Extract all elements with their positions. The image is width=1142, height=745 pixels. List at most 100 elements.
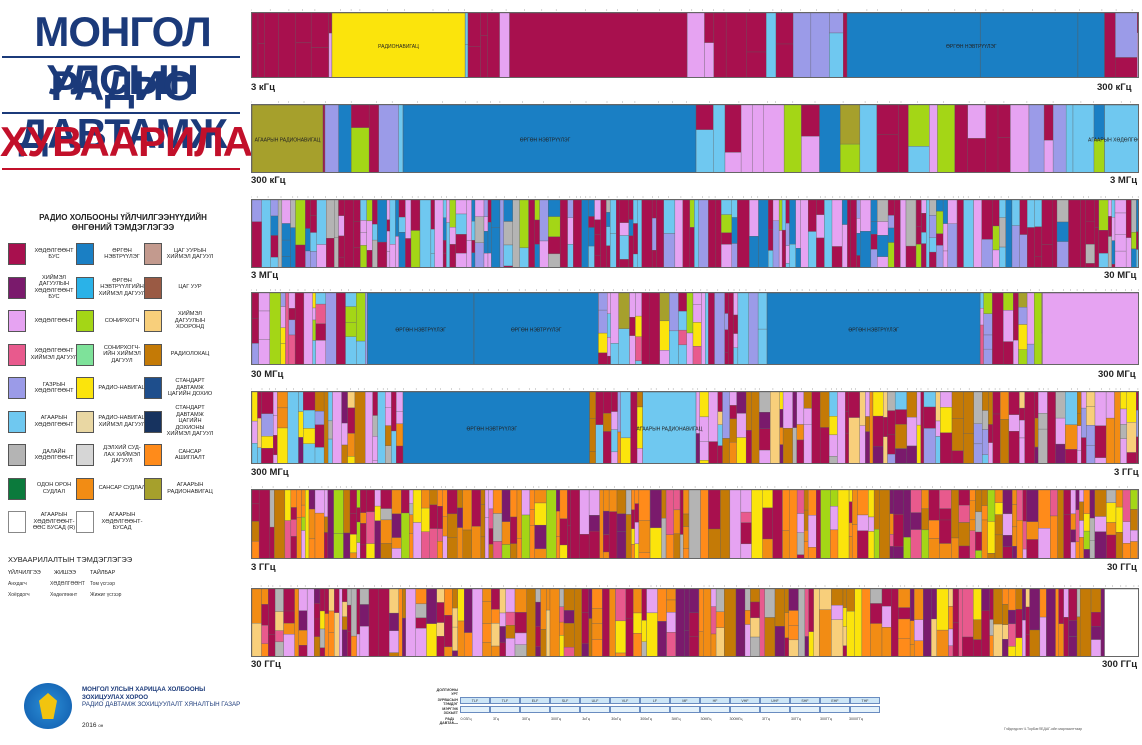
- allocation-block: [948, 606, 954, 630]
- allocation-block: [831, 589, 844, 606]
- allocation-block: [967, 138, 986, 172]
- allocation-block: [607, 355, 611, 364]
- allocation-block: [1086, 445, 1096, 463]
- allocation-block: [685, 13, 705, 77]
- allocation-block: [816, 490, 821, 558]
- allocation-block: [1034, 226, 1043, 257]
- allocation-block: [846, 611, 855, 656]
- legend-label: ӨРГӨН НЭВТРҮҮЛЭГ: [104, 247, 140, 261]
- allocation-block: [717, 424, 723, 446]
- allocation-block: [733, 314, 739, 334]
- allocation-block: [354, 392, 366, 463]
- allocation-block: [722, 438, 730, 463]
- allocation-block: [426, 623, 438, 656]
- band-group-cell: [730, 706, 760, 713]
- allocation-block: [969, 519, 976, 531]
- allocation-block: [782, 392, 793, 429]
- allocation-block: [1136, 392, 1138, 411]
- allocation-block: [646, 612, 658, 656]
- allocation-block: [1083, 490, 1091, 514]
- allocation-block: [342, 589, 348, 603]
- allocation-block: [881, 627, 892, 656]
- allocation-block: [395, 236, 400, 267]
- allocation-block: [356, 589, 361, 635]
- allocation-block: [750, 617, 760, 638]
- allocation-block: [503, 244, 513, 267]
- allocation-block: [599, 490, 604, 558]
- allocation-block: [491, 609, 500, 624]
- frequency-boundary-label: 3Гц: [484, 716, 508, 723]
- allocation-block: [1131, 232, 1137, 250]
- symbols-header-service: ҮЙЛЧИЛГЭЭ: [8, 570, 41, 576]
- allocation-block: [728, 293, 734, 364]
- allocation-block: [988, 424, 994, 443]
- allocation-block: [692, 304, 702, 323]
- allocation-block: [987, 553, 996, 558]
- allocation-block: [608, 511, 618, 558]
- allocation-block: [796, 392, 805, 425]
- allocation-block: [813, 589, 820, 656]
- allocation-block: [430, 200, 435, 230]
- allocation-block: [1018, 307, 1028, 325]
- allocation-block: [579, 534, 590, 558]
- allocation-block: [491, 623, 500, 647]
- symbols-row-primary-example: ХӨДӨЛГӨӨНТ: [50, 581, 85, 587]
- allocation-block: [845, 392, 849, 412]
- allocation-block: [1108, 236, 1112, 267]
- allocation-block: [1120, 438, 1127, 463]
- allocation-block: [1000, 419, 1010, 463]
- allocation-block: [1070, 541, 1076, 558]
- allocation-block: [1111, 240, 1116, 265]
- allocation-block: [992, 413, 1001, 463]
- allocation-block: [819, 392, 830, 428]
- legend-swatch: [8, 511, 26, 533]
- legend-item: САНСАР СУДЛАЛ: [76, 477, 146, 501]
- page-title-line-1: МОНГОЛ УЛСЫН: [34, 8, 211, 103]
- allocation-block: [512, 200, 520, 267]
- allocation-block: [372, 392, 378, 416]
- allocation-block: [1079, 589, 1092, 656]
- allocation-block: [750, 636, 760, 656]
- allocation-block: [1002, 513, 1013, 536]
- allocation-block: [296, 490, 302, 518]
- band-7-start-label: 30 ГГц: [251, 659, 281, 670]
- band-group-cell: [670, 706, 700, 713]
- allocation-block: [556, 490, 561, 512]
- allocation-block: [829, 456, 838, 463]
- legend-item: ӨРГӨН НЭВТРҮҮЛГИЙН ХИЙМЭЛ ДАГУУЛ: [76, 276, 146, 300]
- allocation-block: [731, 243, 738, 267]
- allocation-block: [869, 392, 874, 463]
- allocation-block: [889, 534, 894, 547]
- legend-item: ДАЛАЙН ХӨДӨЛГӨӨНТ: [8, 443, 78, 467]
- allocation-block: [852, 490, 858, 525]
- tick-mark-group: [251, 289, 1139, 291]
- allocation-block: [683, 548, 690, 558]
- allocation-block: [1079, 537, 1084, 558]
- allocation-block: [548, 216, 561, 238]
- band-tick-marks: [251, 283, 1139, 291]
- allocation-block: [908, 105, 930, 147]
- allocation-block: [452, 626, 458, 651]
- allocation-block: [770, 392, 780, 463]
- allocation-block: [488, 490, 494, 510]
- allocation-block: [678, 344, 687, 364]
- allocation-block: [994, 534, 1004, 558]
- allocation-block: [859, 425, 866, 463]
- allocation-block: [975, 550, 983, 558]
- allocation-block: [699, 441, 709, 461]
- allocation-block: [788, 625, 799, 641]
- legend-label: ДАЛАЙН ХӨДӨЛГӨӨНТ: [34, 448, 74, 462]
- allocation-block: [772, 220, 780, 267]
- allocation-block: [261, 604, 269, 626]
- allocation-block: [603, 413, 612, 432]
- allocation-block: [1063, 589, 1069, 618]
- allocation-block: [708, 441, 718, 463]
- allocation-block: [675, 589, 685, 656]
- allocation-block: [268, 589, 276, 635]
- allocation-block: [610, 293, 619, 344]
- allocation-block: [688, 490, 701, 558]
- allocation-block: [865, 431, 870, 463]
- allocation-block: [1115, 490, 1123, 508]
- legend-item: ЦАГ УУРЫН ХИЙМЭЛ ДАГУУЛ: [144, 242, 214, 266]
- allocation-block: [796, 490, 805, 514]
